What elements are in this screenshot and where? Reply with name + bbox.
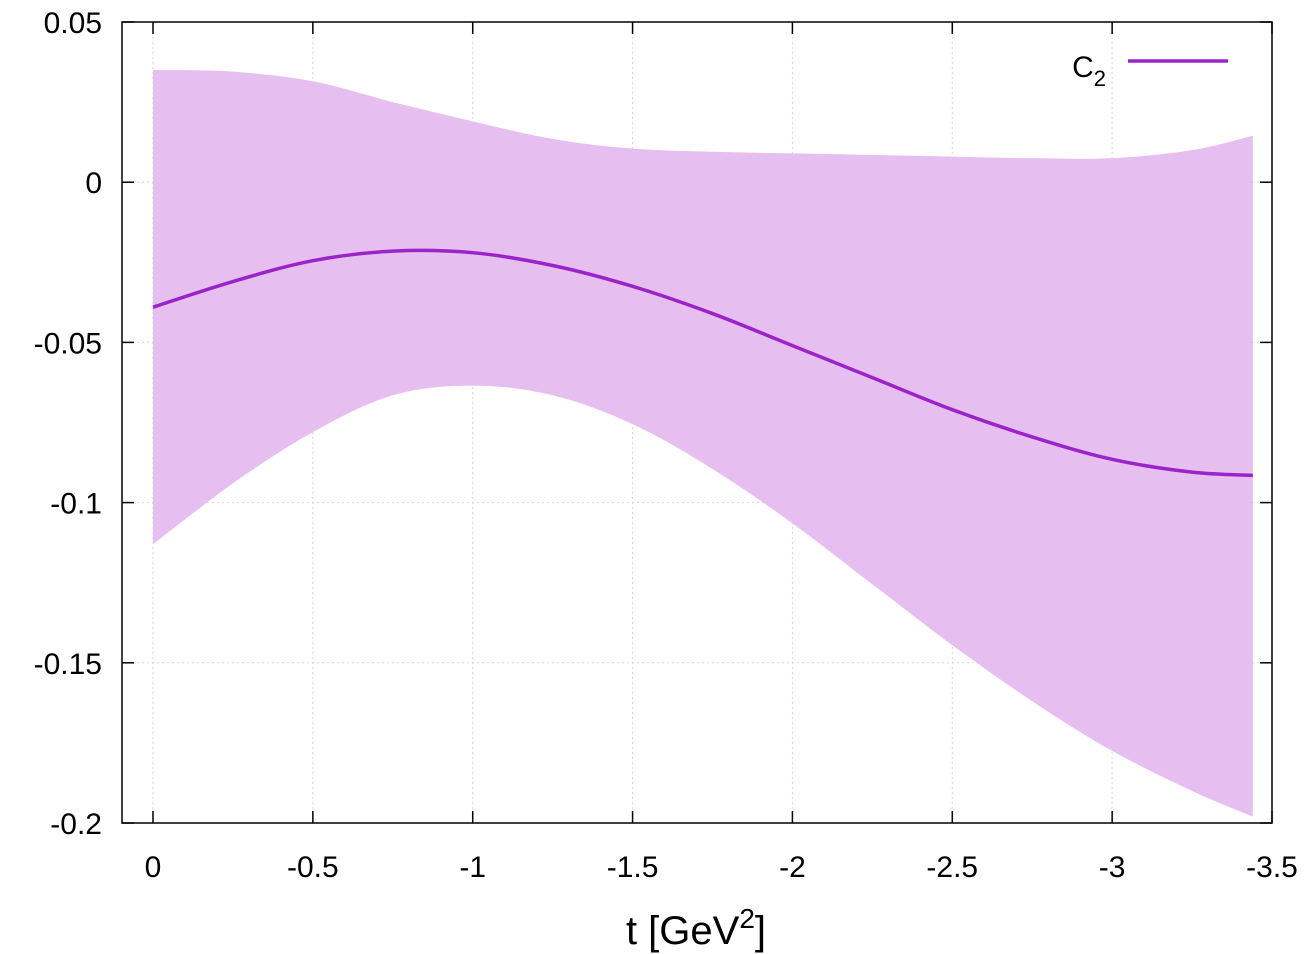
x-tick-label: -2	[779, 851, 806, 884]
y-tick-label: -0.15	[34, 648, 102, 681]
y-tick-label: 0.05	[44, 7, 102, 40]
series-line	[152, 248, 1253, 478]
legend: C2	[1072, 51, 1228, 91]
series-band	[153, 70, 1253, 817]
x-tick-label: -1	[459, 851, 486, 884]
plot-frame	[121, 21, 1273, 824]
y-tick-label: -0.2	[50, 808, 102, 841]
legend-series-subscript: 2	[1094, 66, 1106, 91]
y-tick-label: 0	[85, 167, 102, 200]
x-tick-label: -3.5	[1246, 851, 1298, 884]
x-axis-title: t [GeV2]	[626, 903, 766, 953]
legend-label: C2	[1072, 51, 1106, 91]
y-tick-labels: 0.05 0 -0.05 -0.1 -0.15 -0.2	[34, 7, 102, 841]
x-axis-title-close: ]	[755, 909, 766, 953]
series-lines	[152, 248, 1253, 478]
x-tick-label: 0	[145, 851, 162, 884]
x-axis-title-superscript: 2	[739, 903, 755, 934]
x-tick-labels: 0 -0.5 -1 -1.5 -2 -2.5 -3 -3.5	[145, 851, 1298, 884]
x-tick-label: -3	[1099, 851, 1126, 884]
legend-series-name: C	[1072, 51, 1094, 84]
tick-marks	[122, 21, 1273, 824]
y-tick-label: -0.05	[34, 327, 102, 360]
x-tick-label: -0.5	[287, 851, 339, 884]
y-tick-label: -0.1	[50, 488, 102, 521]
x-axis-title-text: t [GeV	[626, 909, 740, 953]
confidence-bands	[153, 70, 1253, 817]
x-tick-label: -2.5	[926, 851, 978, 884]
x-tick-label: -1.5	[607, 851, 659, 884]
